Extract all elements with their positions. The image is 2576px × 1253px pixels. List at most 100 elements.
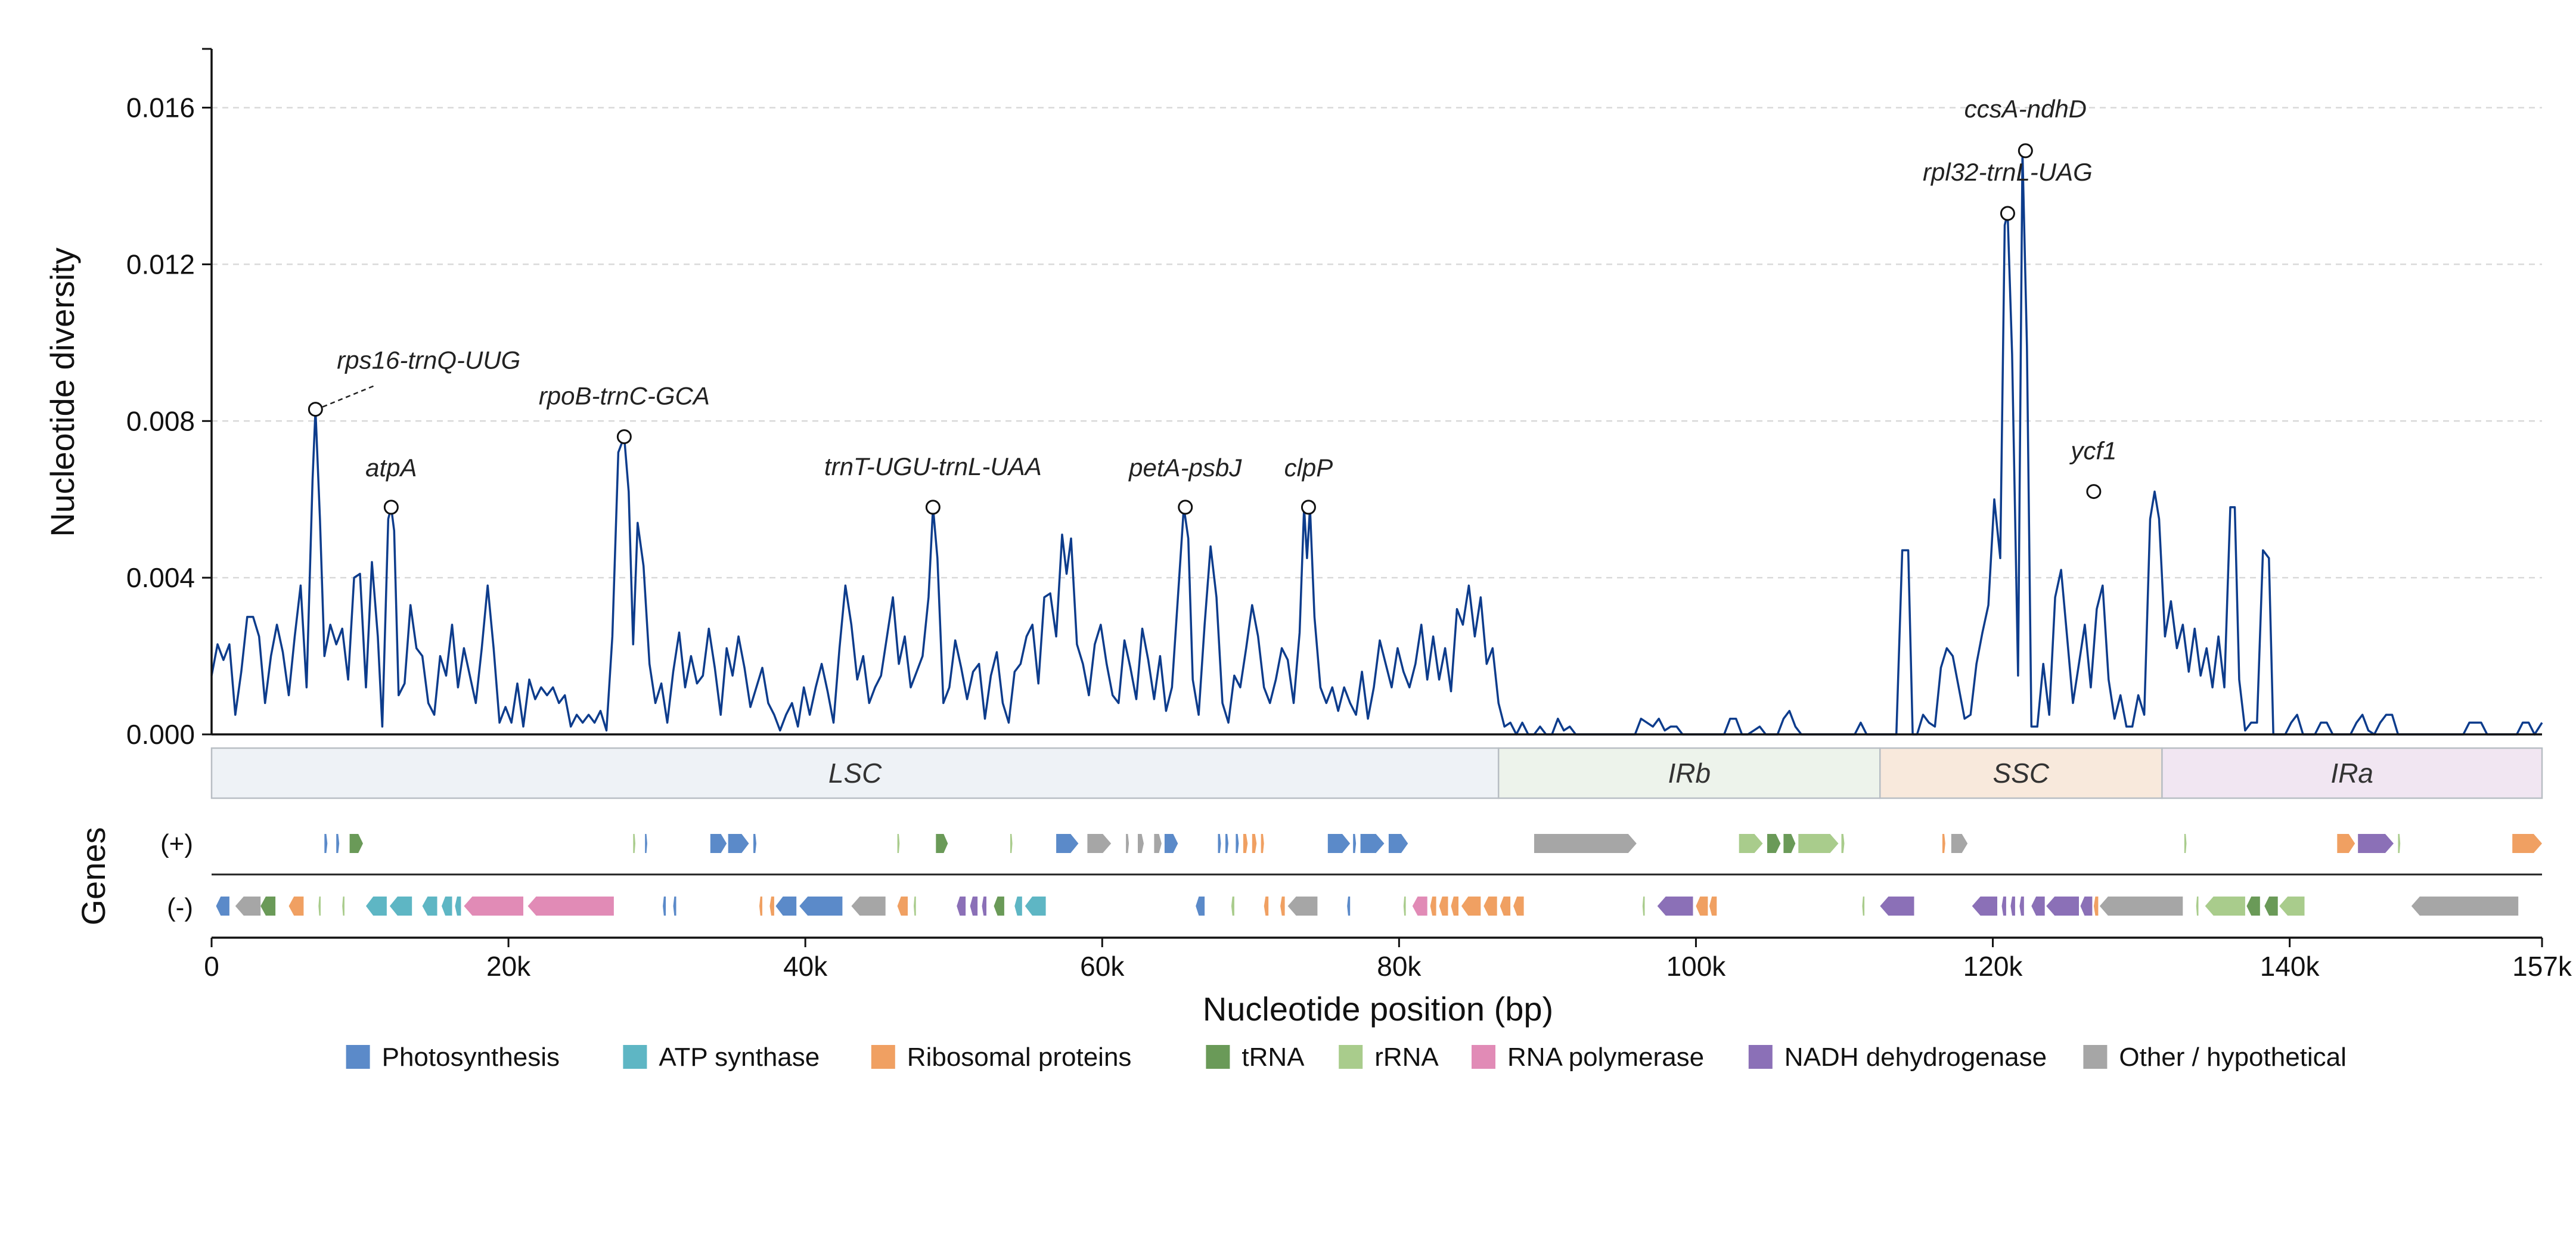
- legend-label: ATP synthase: [659, 1043, 820, 1072]
- peak-marker: [383, 500, 399, 515]
- legend-swatch: [1748, 1045, 1773, 1069]
- minus-strand-gene: [2196, 897, 2199, 916]
- minus-strand-gene: [1430, 897, 1436, 916]
- x-tick-label: 140k: [2260, 951, 2320, 982]
- minus-strand-gene: [769, 897, 774, 916]
- minus-strand-gene: [1500, 897, 1511, 916]
- plus-strand-gene: [1010, 834, 1013, 853]
- y-tick-label: 0.016: [126, 92, 195, 123]
- peak-annotation-label: rps16-trnQ-UUG: [337, 346, 520, 374]
- minus-strand-gene: [1972, 897, 1997, 916]
- plus-strand-gene: [2358, 834, 2394, 853]
- peak-annotation-label: ccsA-ndhD: [1964, 95, 2087, 123]
- region-box: [2161, 747, 2543, 799]
- minus-strand-gene: [897, 897, 908, 916]
- legend-swatch: [2083, 1045, 2108, 1069]
- minus-strand-gene: [1483, 897, 1497, 916]
- plus-strand-gene: [1218, 834, 1221, 853]
- region-label: IRb: [1668, 758, 1711, 789]
- minus-strand-gene: [1642, 897, 1645, 916]
- region-label: IRa: [2330, 758, 2373, 789]
- region-box: [1497, 747, 1881, 799]
- minus-strand-gene: [1025, 897, 1046, 916]
- minus-strand-gene: [1451, 897, 1458, 916]
- plus-strand-gene: [1360, 834, 1385, 853]
- minus-strand-gene: [1880, 897, 1914, 916]
- minus-strand-gene: [970, 897, 978, 916]
- minus-strand-gene: [2019, 897, 2024, 916]
- minus-strand-gene: [1280, 897, 1285, 916]
- minus-strand-gene: [1862, 897, 1865, 916]
- legend-swatch: [1472, 1045, 1495, 1069]
- minus-strand-gene: [1513, 897, 1524, 916]
- plus-strand-gene: [1942, 834, 1945, 853]
- plus-strand-gene: [728, 834, 749, 853]
- minus-strand-gene: [2099, 897, 2183, 916]
- peak-annotation-label: trnT-UGU-trnL-UAA: [824, 452, 1042, 480]
- minus-strand-gene: [216, 897, 229, 916]
- minus-strand-gene: [799, 897, 843, 916]
- minus-strand-gene: [982, 897, 986, 916]
- plus-strand-gene: [633, 834, 635, 853]
- y-axis-title: Nucleotide diversity: [44, 247, 81, 537]
- legend-swatch: [623, 1045, 647, 1069]
- region-label: LSC: [828, 758, 882, 789]
- plus-strand-gene: [1261, 834, 1264, 853]
- minus-strand-gene: [464, 897, 523, 916]
- x-tick-label: 0: [204, 951, 219, 982]
- peak-marker: [1301, 500, 1316, 515]
- minus-strand-gene: [1287, 897, 1318, 916]
- minus-strand-gene: [366, 897, 387, 916]
- x-tick-label: 20k: [486, 951, 531, 982]
- plot-axes: 0.000 0.004 0.008 0.012 0.016: [126, 48, 2542, 750]
- x-axis-title: Nucleotide position (bp): [1203, 990, 1553, 1028]
- minus-strand-gene: [389, 897, 412, 916]
- minus-strand-gene: [1461, 897, 1481, 916]
- plus-strand-gene: [2512, 834, 2542, 853]
- plus-strand-gene: [1154, 834, 1162, 853]
- legend: Photosynthesis ATP synthase Ribosomal prot…: [346, 1043, 2347, 1072]
- x-tick-label: 40k: [783, 951, 828, 982]
- plus-strand-gene: [1056, 834, 1079, 853]
- y-tick-label: 0.004: [126, 562, 195, 593]
- minus-strand-gene: [1412, 897, 1427, 916]
- plus-strand-gene: [336, 834, 340, 853]
- plus-strand-gene: [1951, 834, 1968, 853]
- legend-swatch: [346, 1045, 370, 1069]
- diversity-series-line: [210, 150, 2543, 736]
- peak-annotation-label: rpl32-trnL-UAG: [1923, 158, 2093, 186]
- x-tick-label: 157k: [2512, 951, 2572, 982]
- plus-strand-gene: [1164, 834, 1178, 853]
- legend-label: rRNA: [1374, 1043, 1439, 1072]
- x-tick-label: 60k: [1080, 951, 1125, 982]
- plus-strand-gene: [2184, 834, 2187, 853]
- legend-label: Photosynthesis: [382, 1043, 560, 1072]
- minus-strand-gene: [2411, 897, 2519, 916]
- gene-track: [212, 834, 2542, 916]
- plus-strand-gene: [1388, 834, 1408, 853]
- legend-swatch: [871, 1045, 895, 1069]
- minus-strand-gene: [2031, 897, 2045, 916]
- peak-marker: [616, 429, 632, 445]
- legend-label: NADH dehydrogenase: [1784, 1043, 2047, 1072]
- minus-strand-gene: [663, 897, 666, 916]
- legend-swatch: [1206, 1045, 1230, 1069]
- minus-strand-gene: [527, 897, 614, 916]
- minus-strand-gene: [1196, 897, 1205, 916]
- minus-strand-gene: [1347, 897, 1351, 916]
- peak-marker: [308, 402, 323, 417]
- minus-strand-gene: [2246, 897, 2260, 916]
- minus-strand-gene: [2205, 897, 2245, 916]
- minus-strand-gene: [957, 897, 966, 916]
- minus-strand-gene: [851, 897, 886, 916]
- minus-strand-gene: [1014, 897, 1022, 916]
- x-tick-label: 120k: [1963, 951, 2023, 982]
- plus-strand-gene: [1739, 834, 1763, 853]
- plus-strand-gene: [2337, 834, 2355, 853]
- y-tick-label: 0.000: [126, 719, 195, 750]
- minus-strand-gene: [235, 897, 261, 916]
- region-label: SSC: [1993, 758, 2050, 789]
- region-box: [210, 747, 1500, 799]
- plus-strand-gene: [1087, 834, 1112, 853]
- minus-strand-gene: [260, 897, 276, 916]
